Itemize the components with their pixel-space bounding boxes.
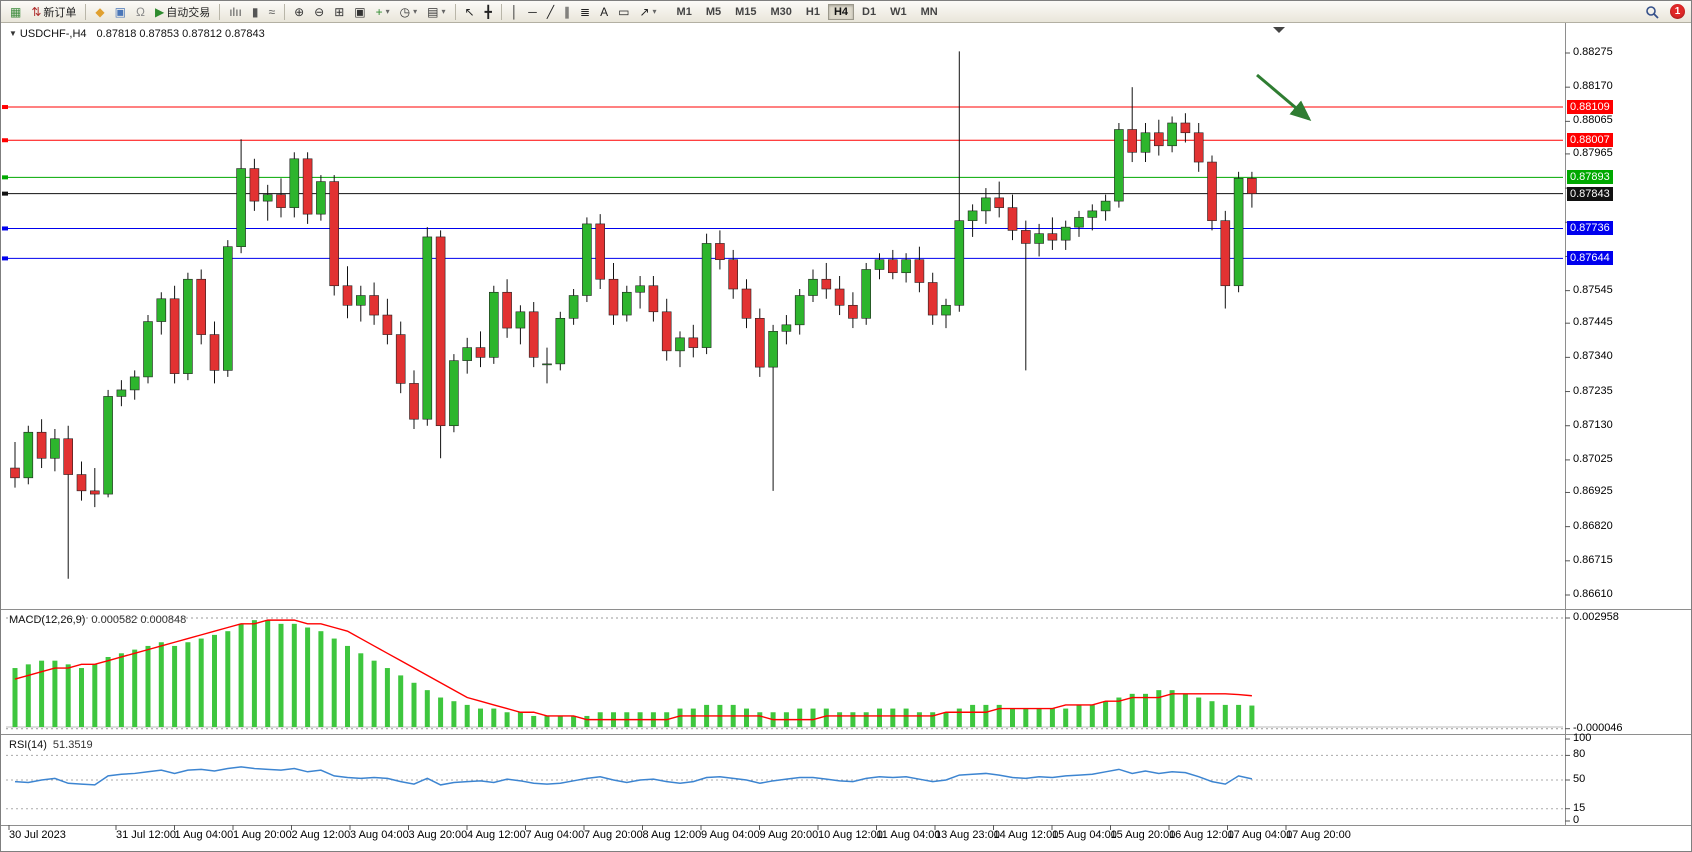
trendline-button[interactable]: ╱ bbox=[543, 2, 558, 22]
auto-trading-label: 自动交易 bbox=[166, 6, 211, 19]
candlestick-series bbox=[10, 51, 1257, 579]
tile-windows-icon: ⊞ bbox=[334, 4, 345, 19]
periods-icon: ◷ bbox=[399, 4, 411, 19]
toolbar-separator bbox=[500, 3, 502, 20]
toolbar-separator bbox=[85, 3, 87, 20]
new-order-icon: ⇅ bbox=[31, 4, 42, 19]
zoom-out-icon: ⊖ bbox=[314, 4, 325, 19]
toolbar-separator bbox=[284, 3, 286, 20]
macd-signal-line bbox=[14, 619, 1252, 721]
timeframe-mn-button[interactable]: MN bbox=[920, 5, 938, 18]
toolbar: ▦ ⇅ 新订单 ◆ ▣ Ω ▶ 自动交易 ılıı ▮ ≈ ⊕ ⊖ ⊞ ▣ + ▾ ◷ ▾ ▤ ▾ ↖ ╋ │ ─ ╱ ∥ ≣ A ▭ ↗ ▾… bbox=[1, 1, 1691, 23]
bar-chart-mode-button[interactable]: ılıı bbox=[225, 2, 246, 22]
timeframe-m1-button[interactable]: M1 bbox=[676, 5, 692, 18]
timeframe-m30-button[interactable]: M30 bbox=[770, 5, 792, 18]
timeframe-m5-button[interactable]: M5 bbox=[705, 5, 722, 18]
fibonacci-icon: ≣ bbox=[580, 4, 591, 19]
toolbar-separator bbox=[454, 3, 456, 20]
search-icon bbox=[1646, 5, 1659, 19]
horizontal-lines[interactable] bbox=[2, 105, 1563, 261]
timeframe-h1-button[interactable]: H1 bbox=[805, 5, 820, 18]
periods-button[interactable]: ◷ ▾ bbox=[396, 2, 422, 22]
horizontal-line-icon: ─ bbox=[528, 4, 537, 19]
crosshair-icon: ╋ bbox=[484, 4, 492, 19]
text-icon: A bbox=[600, 4, 609, 19]
equidistant-channel-icon: ∥ bbox=[564, 4, 571, 19]
cursor-button[interactable]: ↖ bbox=[461, 2, 479, 22]
auto-arrange-button[interactable]: ▣ bbox=[350, 2, 369, 22]
shapes-dropdown-icon[interactable]: ▾ bbox=[652, 7, 657, 16]
fibonacci-button[interactable]: ≣ bbox=[576, 2, 594, 22]
market-icon: ▣ bbox=[114, 4, 126, 19]
equidistant-channel-button[interactable]: ∥ bbox=[560, 2, 574, 22]
templates-dropdown-icon[interactable]: ▾ bbox=[441, 7, 446, 16]
horizontal-line-button[interactable]: ─ bbox=[524, 2, 541, 22]
trend-arrow-annotation[interactable] bbox=[1256, 73, 1312, 121]
label-button[interactable]: ▭ bbox=[614, 2, 633, 22]
timeframe-d1-button[interactable]: D1 bbox=[862, 5, 877, 18]
line-chart-mode-button[interactable]: ≈ bbox=[264, 2, 279, 22]
shapes-icon: ↗ bbox=[639, 4, 650, 19]
new-chart-button[interactable]: ▦ bbox=[6, 2, 25, 22]
notification-badge[interactable]: 1 bbox=[1670, 4, 1685, 19]
support-button[interactable]: Ω bbox=[132, 2, 149, 22]
auto-arrange-icon: ▣ bbox=[354, 4, 366, 19]
new-order-button[interactable]: ⇅ 新订单 bbox=[27, 2, 80, 22]
shapes-button[interactable]: ↗ ▾ bbox=[635, 2, 660, 22]
search-button[interactable] bbox=[1641, 2, 1663, 22]
vertical-line-icon: │ bbox=[510, 4, 519, 19]
mql5-community-icon: ◆ bbox=[95, 4, 105, 19]
auto-trading-icon: ▶ bbox=[154, 4, 165, 19]
cursor-icon: ↖ bbox=[464, 4, 475, 19]
rsi-line bbox=[14, 766, 1253, 786]
market-button[interactable]: ▣ bbox=[111, 2, 130, 22]
indicators-dropdown-icon[interactable]: ▾ bbox=[385, 7, 390, 16]
tile-windows-button[interactable]: ⊞ bbox=[330, 2, 348, 22]
mql5-community-button[interactable]: ◆ bbox=[91, 2, 108, 22]
new-order-label: 新订单 bbox=[43, 6, 77, 19]
zoom-in-button[interactable]: ⊕ bbox=[290, 2, 308, 22]
trendline-icon: ╱ bbox=[546, 4, 555, 19]
auto-trading-button[interactable]: ▶ 自动交易 bbox=[151, 2, 214, 22]
indicators-icon: + bbox=[375, 4, 383, 19]
text-button[interactable]: A bbox=[596, 2, 612, 22]
toolbar-separator bbox=[219, 3, 221, 20]
support-icon: Ω bbox=[135, 4, 145, 19]
templates-button[interactable]: ▤ ▾ bbox=[423, 2, 449, 22]
timeframe-w1-button[interactable]: W1 bbox=[890, 5, 907, 18]
zoom-out-button[interactable]: ⊖ bbox=[310, 2, 328, 22]
templates-icon: ▤ bbox=[427, 4, 439, 19]
toolbar-button-group: ▦ ⇅ 新订单 ◆ ▣ Ω ▶ 自动交易 ılıı ▮ ≈ ⊕ ⊖ ⊞ ▣ + ▾ ◷ ▾ ▤ ▾ ↖ ╋ │ ─ ╱ ∥ ≣ A ▭ ↗ ▾ bbox=[5, 2, 662, 22]
periods-dropdown-icon[interactable]: ▾ bbox=[413, 7, 418, 16]
crosshair-button[interactable]: ╋ bbox=[481, 2, 496, 22]
timeframe-m15-button[interactable]: M15 bbox=[735, 5, 757, 18]
timeframe-h4-button[interactable]: H4 bbox=[827, 3, 855, 20]
new-chart-icon: ▦ bbox=[10, 4, 22, 19]
candlestick-mode-button[interactable]: ▮ bbox=[248, 2, 263, 22]
toolbar-right-group: 1 bbox=[1640, 2, 1687, 22]
vertical-line-button[interactable]: │ bbox=[507, 2, 523, 22]
chart-shift-marker[interactable] bbox=[1273, 27, 1285, 33]
zoom-in-icon: ⊕ bbox=[294, 4, 305, 19]
line-chart-mode-icon: ≈ bbox=[268, 4, 276, 19]
indicators-button[interactable]: + ▾ bbox=[372, 2, 394, 22]
bar-chart-mode-icon: ılıı bbox=[229, 4, 242, 19]
candlestick-mode-icon: ▮ bbox=[251, 4, 259, 19]
label-icon: ▭ bbox=[618, 4, 630, 19]
timeframe-button-group: M1 M5 M15 M30 H1 H4 D1 W1 MN bbox=[670, 3, 945, 20]
